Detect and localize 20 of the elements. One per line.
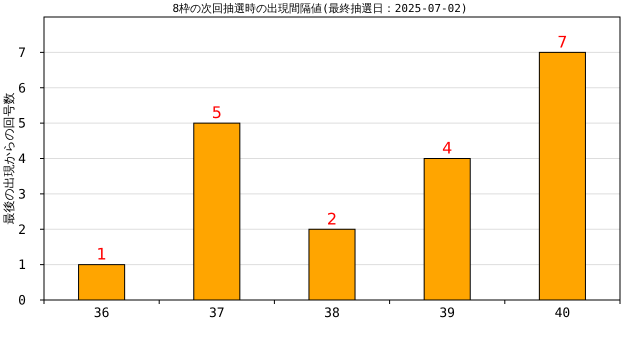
x-tick-label: 39: [439, 306, 456, 321]
data-label: 2: [326, 209, 338, 228]
data-label: 5: [212, 103, 222, 122]
y-tick-label: 3: [18, 187, 26, 202]
data-label: 1: [96, 244, 107, 264]
x-tick-label: 36: [94, 306, 110, 321]
y-tick-label: 0: [18, 294, 26, 309]
y-tick-label: 7: [18, 46, 26, 61]
x-tick-label: 38: [324, 306, 340, 321]
x-tick-label: 37: [208, 306, 225, 321]
y-tick-label: 4: [18, 152, 26, 168]
y-tick-label: 1: [18, 258, 26, 274]
y-tick-label: 5: [18, 116, 26, 132]
x-tick-label: 40: [554, 306, 570, 321]
data-label: 4: [442, 138, 452, 158]
chart-title: 8枠の次回抽選時の出現間隔値(最終抽選日：2025-07-02): [172, 2, 468, 15]
y-tick-label: 6: [18, 81, 26, 96]
data-label: 7: [557, 32, 568, 52]
y-tick-label: 2: [18, 222, 26, 238]
y-axis-title: 最後の出現からの回号数: [2, 92, 16, 224]
